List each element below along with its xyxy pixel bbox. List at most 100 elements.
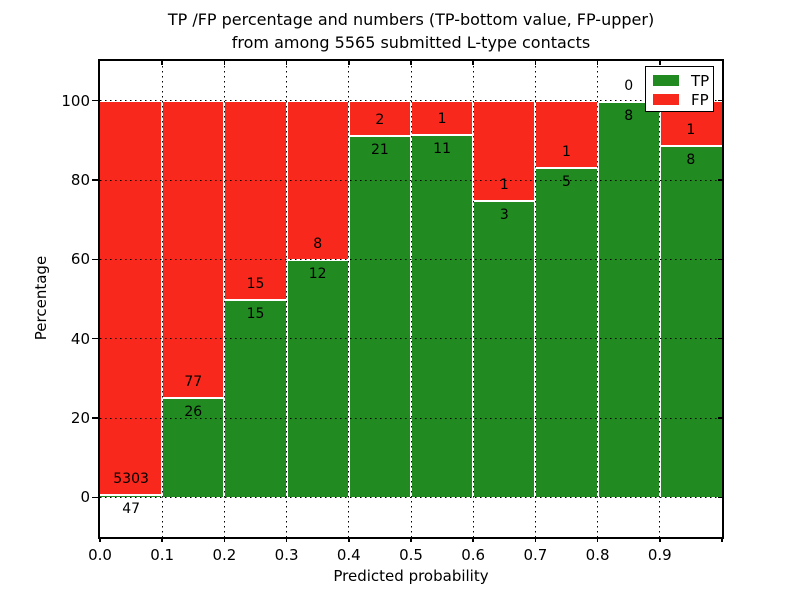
y-axis-tick — [92, 417, 98, 419]
x-axis-tick-top — [348, 61, 350, 65]
vertical-gridline — [161, 61, 163, 537]
bar-segment-fp — [535, 100, 598, 167]
bar-segment-tp — [162, 397, 225, 498]
x-axis-tick-top — [596, 61, 599, 65]
x-axis-tick — [410, 537, 412, 542]
y-axis-tick-right — [718, 496, 722, 499]
vertical-gridline — [348, 61, 350, 537]
x-tick-label: 0.6 — [461, 546, 486, 564]
x-tick-label: 0.5 — [399, 546, 423, 564]
x-axis-tick — [285, 537, 288, 542]
vertical-gridline — [410, 61, 412, 537]
y-axis-label: Percentage — [32, 255, 50, 341]
y-tick-label: 0 — [80, 488, 90, 507]
x-tick-label: 0.2 — [212, 546, 237, 564]
x-axis-tick — [348, 537, 350, 542]
bar-segment-tp — [659, 144, 722, 498]
bar-annotation-tp: 12 — [308, 266, 327, 283]
legend: TP FP — [645, 66, 714, 112]
legend-entry-tp: TP — [653, 72, 713, 89]
y-tick-label: 60 — [70, 250, 90, 269]
y-axis-tick — [92, 258, 98, 261]
chart-title-line1: TP /FP percentage and numbers (TP-bottom… — [167, 10, 655, 29]
x-axis-tick-top — [534, 61, 537, 65]
bar-annotation-fp: 0 — [624, 77, 634, 94]
x-tick-label: 0.0 — [88, 546, 112, 564]
x-axis-tick-top — [285, 61, 288, 65]
x-axis-tick-top — [161, 61, 163, 65]
y-axis-tick-right — [718, 179, 722, 181]
x-axis-tick — [596, 537, 599, 542]
bar-segment-tp — [224, 299, 287, 498]
x-axis-tick — [223, 537, 226, 542]
x-axis-tick-top — [410, 61, 412, 65]
bar-annotation-fp: 77 — [184, 374, 203, 391]
y-axis-tick-right — [718, 417, 722, 419]
x-axis-tick — [534, 537, 537, 542]
bar-annotation-tp: 8 — [624, 107, 634, 124]
x-tick-label: 0.9 — [647, 546, 672, 564]
x-tick-label: 0.7 — [523, 546, 548, 564]
y-axis-tick-right — [718, 337, 722, 340]
bar-annotation-tp: 21 — [370, 142, 389, 159]
bar-segment-fp — [224, 100, 287, 299]
y-axis-tick — [92, 496, 98, 499]
bar-annotation-tp: 3 — [499, 206, 509, 223]
y-tick-label: 20 — [70, 409, 90, 427]
y-axis-tick-right — [718, 258, 722, 261]
horizontal-gridline — [100, 338, 722, 340]
x-tick-label: 0.1 — [150, 546, 175, 564]
vertical-gridline — [223, 61, 225, 537]
bar-annotation-tp: 11 — [433, 140, 451, 157]
vertical-gridline — [472, 61, 474, 537]
x-tick-label: 0.3 — [274, 546, 299, 564]
bar-annotation-tp: 8 — [686, 151, 696, 168]
y-axis-tick — [92, 337, 98, 340]
x-axis-tick — [161, 537, 163, 542]
legend-label-fp: FP — [691, 90, 709, 109]
bar-segment-tp — [535, 166, 598, 498]
bar-segment-fp — [473, 100, 536, 200]
plot-area: 5303 47 77 26 15 15 8 12 2 21 1 11 1 3 1 5 0 8 1 8 — [92, 59, 724, 542]
bar-segment-fp — [100, 100, 163, 494]
bar-annotation-fp: 8 — [313, 236, 323, 253]
y-axis-tick — [92, 179, 98, 181]
vertical-gridline — [597, 61, 599, 537]
bar-annotation-tp: 5 — [562, 173, 571, 190]
x-tick-label: 0.4 — [336, 546, 361, 564]
bar-annotation-tp: 26 — [184, 404, 203, 421]
bar-segment-fp — [411, 100, 474, 134]
x-axis-tick-top — [659, 61, 661, 65]
y-tick-label: 80 — [70, 171, 90, 189]
bar-segment-tp — [100, 493, 163, 498]
bar-segment-fp — [348, 100, 411, 136]
fp-swatch — [653, 94, 679, 105]
bar-segment-tp — [348, 135, 411, 498]
bar-annotation-fp: 15 — [246, 276, 265, 292]
chart-title-line2: from among 5565 submitted L-type contact… — [231, 33, 591, 52]
x-axis-tick-top — [223, 61, 226, 65]
horizontal-gridline — [100, 258, 722, 260]
x-tick-label: 0.8 — [585, 546, 610, 564]
bar-annotation-fp: 1 — [686, 121, 696, 138]
x-axis-tick — [659, 537, 661, 542]
horizontal-gridline — [100, 179, 722, 181]
legend-entry-fp: FP — [653, 91, 713, 108]
bar-segment-fp — [162, 100, 225, 398]
x-axis-tick — [99, 537, 101, 542]
y-tick-label: 40 — [70, 329, 90, 348]
horizontal-gridline — [100, 496, 722, 498]
x-axis-tick-top — [472, 61, 474, 65]
x-axis-tick — [472, 537, 474, 542]
bar-segment-tp — [473, 199, 536, 498]
bar-segment-tp — [597, 100, 660, 498]
vertical-gridline — [534, 61, 536, 537]
tp-swatch — [653, 75, 679, 86]
bar-annotation-fp: 1 — [437, 110, 447, 127]
x-axis-tick — [721, 537, 723, 542]
x-axis-label: Predicted probability — [333, 567, 489, 585]
bar-annotation-tp: 15 — [246, 306, 265, 322]
y-axis-tick-right — [718, 99, 722, 102]
bar-annotation-fp: 2 — [375, 112, 385, 129]
